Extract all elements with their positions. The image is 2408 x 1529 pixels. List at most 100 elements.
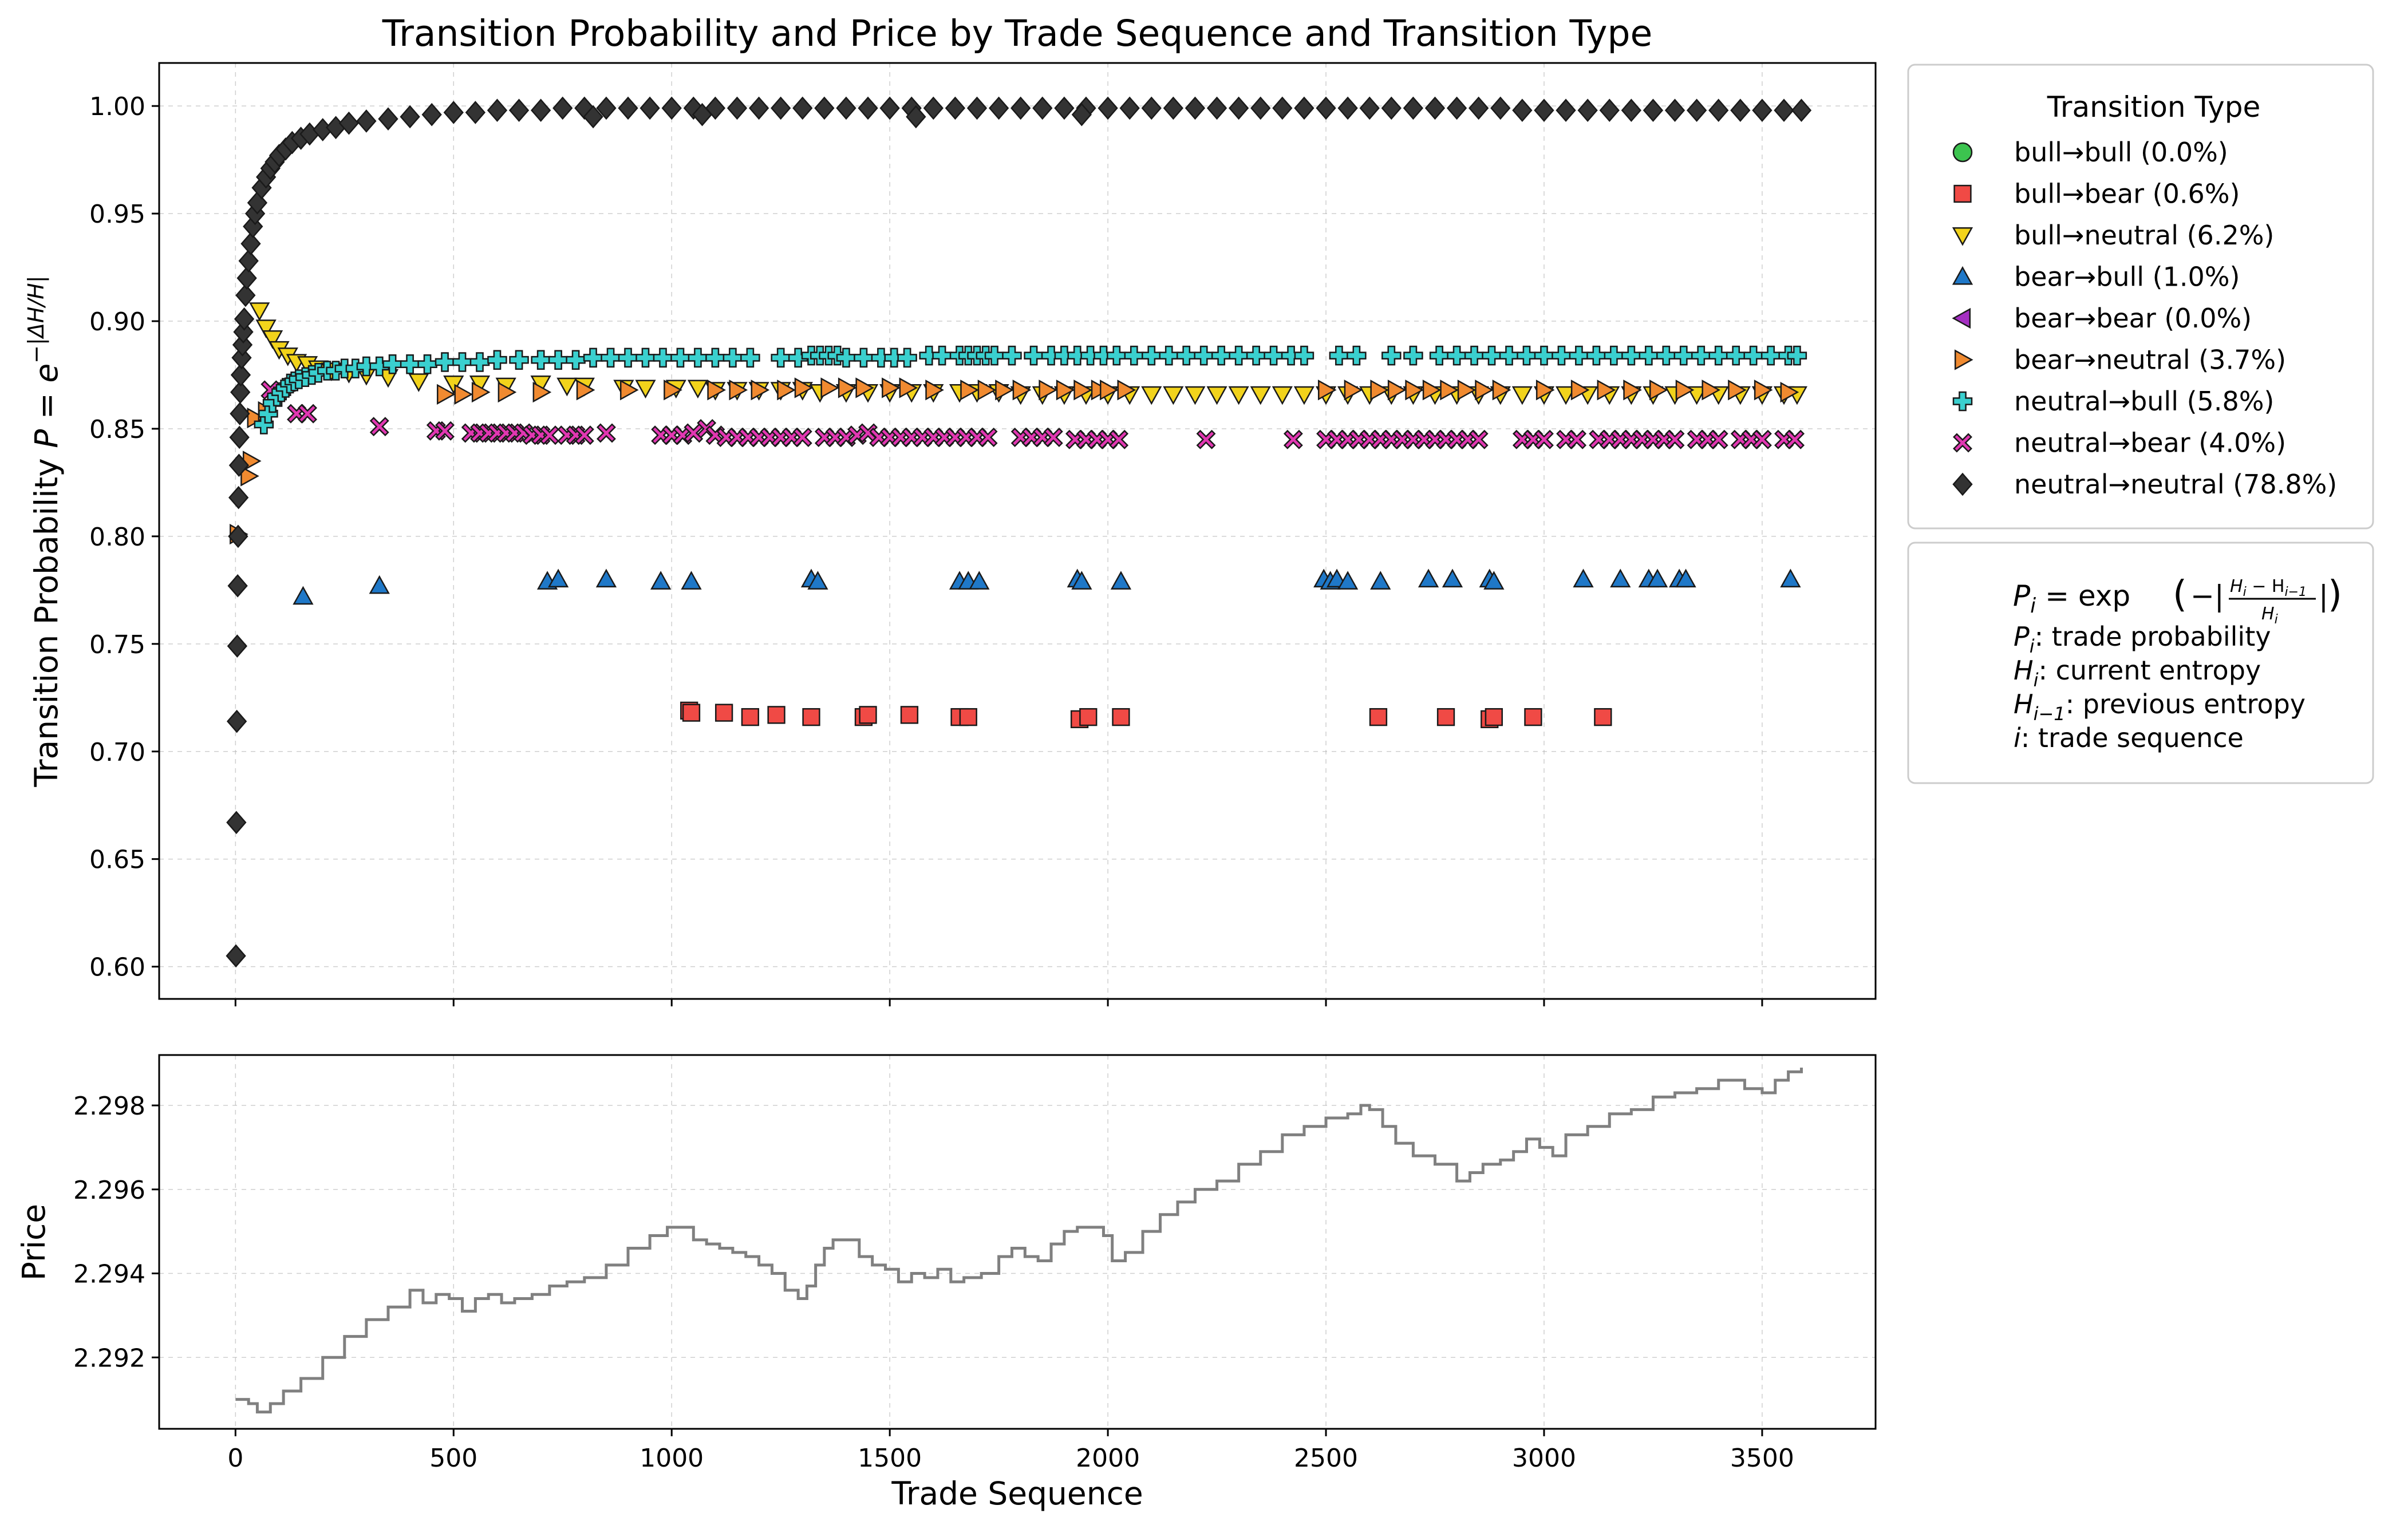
data-point xyxy=(1369,708,1388,726)
data-point xyxy=(820,377,840,398)
data-point xyxy=(1673,345,1694,366)
data-point xyxy=(556,377,578,397)
data-point xyxy=(1730,98,1751,122)
data-point xyxy=(900,706,919,724)
data-point xyxy=(436,384,456,405)
data-point xyxy=(1726,345,1746,366)
data-point xyxy=(1752,98,1773,122)
data-point xyxy=(435,352,455,372)
data-point xyxy=(618,347,638,368)
legend-entry: neutral→neutral (78.8%) xyxy=(1952,469,2337,500)
data-point xyxy=(566,350,586,370)
data-point xyxy=(1337,96,1358,120)
legend-entry: bull→neutral (6.2%) xyxy=(1952,220,2274,251)
data-point xyxy=(408,373,429,392)
data-point xyxy=(1112,708,1130,726)
data-point xyxy=(899,377,918,398)
data-point xyxy=(653,347,673,368)
data-point xyxy=(792,96,813,120)
data-point xyxy=(966,96,988,120)
data-point xyxy=(1469,429,1489,449)
data-point xyxy=(465,101,486,124)
data-point xyxy=(1281,345,1301,366)
data-point xyxy=(1534,345,1554,366)
data-point xyxy=(1228,96,1249,120)
data-point xyxy=(356,109,377,133)
legend-marker xyxy=(1952,142,1973,163)
price-y-axis-label: Price xyxy=(15,1204,52,1281)
data-point xyxy=(452,352,472,372)
data-point xyxy=(1485,708,1503,726)
data-point xyxy=(1665,429,1685,449)
legend-marker xyxy=(1952,307,1971,329)
data-point xyxy=(1117,380,1136,401)
data-point xyxy=(240,232,261,256)
legend-label: bear→bull (1.0%) xyxy=(2014,262,2240,293)
data-point xyxy=(836,96,856,120)
data-point xyxy=(1754,380,1773,401)
data-point xyxy=(945,96,966,120)
data-point xyxy=(995,380,1014,401)
data-point xyxy=(487,350,507,370)
legend: Transition Type bull→bull (0.0%) bull→bea… xyxy=(1907,64,2374,530)
data-point xyxy=(1517,345,1537,366)
price-plot-frame xyxy=(158,1054,1877,1430)
data-point xyxy=(1569,345,1589,366)
legend-label: neutral→bull (5.8%) xyxy=(2014,386,2274,417)
data-point xyxy=(771,96,791,120)
price-x-tick-label: 3000 xyxy=(1512,1444,1576,1473)
data-point xyxy=(228,524,248,548)
data-point xyxy=(923,96,944,120)
legend-label: bear→bear (0.0%) xyxy=(2014,303,2252,334)
data-point xyxy=(1141,96,1162,120)
legend-entry: bear→neutral (3.7%) xyxy=(1954,345,2286,376)
data-point xyxy=(1774,98,1794,122)
legend-entry: bear→bull (1.0%) xyxy=(1952,262,2240,293)
data-point xyxy=(1610,568,1631,588)
data-point xyxy=(1446,96,1467,120)
series-triangle-up xyxy=(293,568,1801,605)
data-point xyxy=(858,96,878,120)
data-point xyxy=(661,96,682,120)
data-point xyxy=(532,381,552,403)
data-point xyxy=(435,421,455,441)
data-point xyxy=(1573,568,1594,588)
probability-y-tick-label: 0.95 xyxy=(89,200,145,229)
data-point xyxy=(619,380,639,401)
probability-y-tick-label: 0.90 xyxy=(89,307,145,337)
data-point xyxy=(727,96,748,120)
data-point xyxy=(1073,380,1092,401)
legend-marker xyxy=(1952,472,1973,496)
data-point xyxy=(1094,345,1114,366)
data-point xyxy=(1272,96,1293,120)
data-point xyxy=(576,380,595,401)
series-diamond xyxy=(226,96,1812,968)
data-point xyxy=(1100,380,1119,401)
svg-text:(: ( xyxy=(2173,574,2187,616)
data-point xyxy=(236,266,257,290)
price-y-tick-label: 2.294 xyxy=(73,1260,145,1289)
svg-text:Hi − Hi−1: Hi − Hi−1 xyxy=(2230,576,2307,599)
data-point xyxy=(1780,568,1801,588)
formula-line: Hi: current entropy xyxy=(2014,655,2261,691)
data-point xyxy=(227,574,248,598)
data-point xyxy=(884,347,905,368)
data-point xyxy=(1436,708,1455,726)
data-point xyxy=(1447,345,1467,366)
data-point xyxy=(794,377,814,398)
legend-entry: bull→bull (0.0%) xyxy=(1952,137,2228,168)
probability-y-tick-label: 1.00 xyxy=(89,92,145,121)
data-point xyxy=(1534,98,1554,122)
data-point xyxy=(338,111,360,135)
x-axis-label: Trade Sequence xyxy=(891,1475,1143,1512)
series-plus xyxy=(254,345,1807,434)
data-point xyxy=(1429,345,1450,366)
probability-plot-frame xyxy=(158,62,1877,1000)
data-point xyxy=(1464,345,1485,366)
data-point xyxy=(238,249,259,273)
data-point xyxy=(1594,708,1612,726)
data-point xyxy=(792,428,812,447)
formula-box: Pi = exp ( −| Hi − Hi−1 Hi | ) Pi: trade… xyxy=(1907,542,2374,784)
data-point xyxy=(1556,98,1576,122)
data-point xyxy=(1483,571,1505,590)
